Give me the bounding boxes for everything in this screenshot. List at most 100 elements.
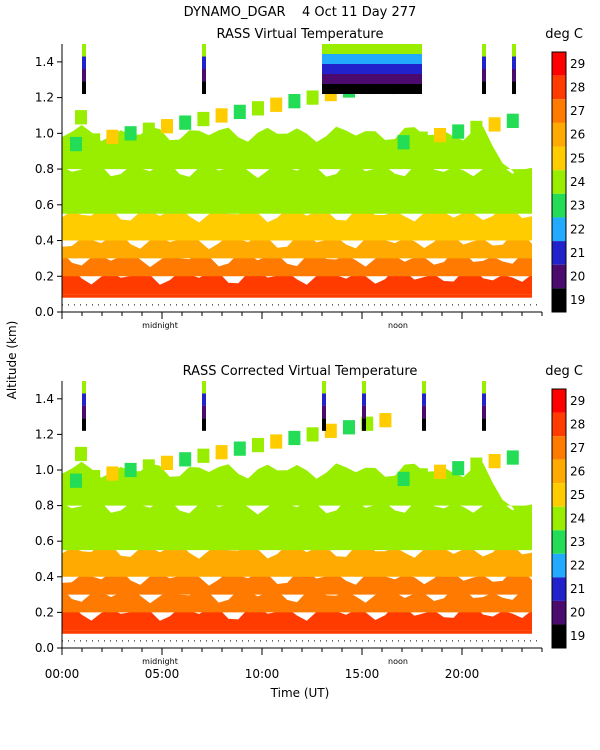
temperature-band — [62, 250, 532, 277]
cold-top-streak — [512, 81, 516, 95]
cold-block-layer — [322, 64, 422, 74]
cold-top-streak — [422, 381, 426, 394]
temperature-cell — [197, 448, 210, 463]
y-tick-label: 0.0 — [35, 305, 54, 319]
colorbar-label: 27 — [570, 104, 585, 118]
temperature-cell — [270, 434, 283, 449]
cold-top-streak — [422, 393, 426, 406]
cold-top-streak — [202, 44, 206, 57]
y-tick-label: 1.0 — [35, 126, 54, 140]
cold-top-streak — [422, 418, 426, 431]
temperature-cell — [161, 119, 173, 134]
cold-top-streak — [322, 418, 326, 431]
temperature-cell — [215, 445, 228, 460]
colorbar-cell — [552, 193, 566, 218]
temperature-cell — [75, 446, 87, 462]
y-tick-label: 1.4 — [35, 392, 54, 406]
temperature-band — [62, 497, 532, 551]
cold-top-streak — [482, 418, 486, 431]
colorbar-label: 19 — [570, 629, 585, 643]
colorbar-label: 25 — [570, 488, 585, 502]
cold-top-streak — [82, 69, 86, 82]
y-tick-label: 0.6 — [35, 198, 54, 212]
y-tick-label: 0.0 — [35, 641, 54, 655]
temperature-cell — [397, 471, 410, 487]
cold-top-streak — [82, 393, 86, 406]
temperature-cell — [179, 115, 192, 130]
figure-title: DYNAMO_DGAR 4 Oct 11 Day 277 — [184, 5, 417, 20]
x-tick-label: 15:00 — [345, 667, 380, 681]
temperature-cell — [161, 455, 173, 470]
temperature-cell — [270, 97, 283, 112]
colorbar-label: 20 — [570, 606, 585, 620]
temperature-cell — [233, 104, 246, 120]
temperature-cell — [70, 136, 82, 152]
temperature-cell — [397, 135, 410, 150]
colorbar-label: 22 — [570, 222, 585, 236]
colorbar-label: 25 — [570, 151, 585, 165]
x-tick-label: 10:00 — [245, 667, 280, 681]
x-axis-label: Time (UT) — [270, 686, 330, 700]
temperature-cell — [306, 427, 319, 442]
cold-top-streak — [322, 405, 326, 419]
colorbar-cell — [552, 624, 566, 648]
temperature-cell — [506, 113, 519, 128]
x-tick-label: 00:00 — [45, 667, 80, 681]
temperature-band — [62, 125, 532, 203]
cold-top-streak — [322, 393, 326, 406]
temperature-cell — [252, 437, 264, 453]
colorbar-cell — [552, 288, 566, 312]
y-tick-label: 1.0 — [35, 463, 54, 477]
cold-top-streak — [82, 405, 86, 419]
cold-top-streak — [482, 81, 486, 95]
colorbar-label: 29 — [570, 57, 585, 71]
temperature-cell — [470, 120, 483, 136]
colorbar-cell — [552, 530, 566, 554]
panel-title: RASS Corrected Virtual Temperature — [183, 364, 418, 379]
cold-top-streak — [482, 69, 486, 82]
cold-block-layer — [322, 84, 422, 94]
colorbar-cell — [552, 483, 566, 507]
temperature-cell — [88, 133, 101, 148]
colorbar-label: 29 — [570, 394, 585, 408]
temperature-band — [62, 568, 532, 595]
y-tick-label: 0.4 — [35, 570, 54, 584]
y-tick-label: 0.4 — [35, 234, 54, 248]
colorbar-label: 28 — [570, 80, 585, 94]
colorbar-cell — [552, 577, 566, 601]
time-marker: midnight — [142, 321, 178, 330]
cold-top-streak — [202, 381, 206, 394]
temperature-cell — [288, 430, 301, 446]
colorbar-label: 22 — [570, 559, 585, 573]
colorbar-cell — [552, 506, 566, 531]
cold-top-streak — [202, 56, 206, 70]
colorbar-label: 23 — [570, 199, 585, 213]
temperature-band — [62, 586, 532, 613]
cold-top-streak — [482, 393, 486, 406]
y-tick-label: 1.4 — [35, 55, 54, 69]
y-tick-label: 0.2 — [35, 269, 54, 283]
temperature-band — [62, 541, 532, 577]
temperature-cell — [197, 111, 210, 127]
colorbar-cell — [552, 170, 566, 194]
cold-top-streak — [482, 56, 486, 70]
temperature-band — [62, 461, 532, 539]
cold-top-streak — [512, 69, 516, 82]
temperature-cell — [415, 131, 428, 146]
temperature-cell — [288, 94, 301, 109]
temperature-band — [62, 232, 532, 259]
colorbar-label: 24 — [570, 175, 585, 189]
temperature-band — [62, 160, 532, 214]
panel-title: RASS Virtual Temperature — [217, 27, 384, 42]
cold-block-layer — [322, 44, 422, 54]
colorbar-label: 21 — [570, 246, 585, 260]
x-tick-label: 20:00 — [445, 667, 480, 681]
unit-label: deg C — [545, 27, 583, 42]
cold-top-streak — [482, 44, 486, 57]
temperature-cell — [452, 124, 465, 139]
temperature-cell — [215, 108, 228, 123]
temperature-cell — [470, 457, 483, 472]
colorbar-label: 19 — [570, 293, 585, 307]
cold-top-streak — [82, 381, 86, 394]
